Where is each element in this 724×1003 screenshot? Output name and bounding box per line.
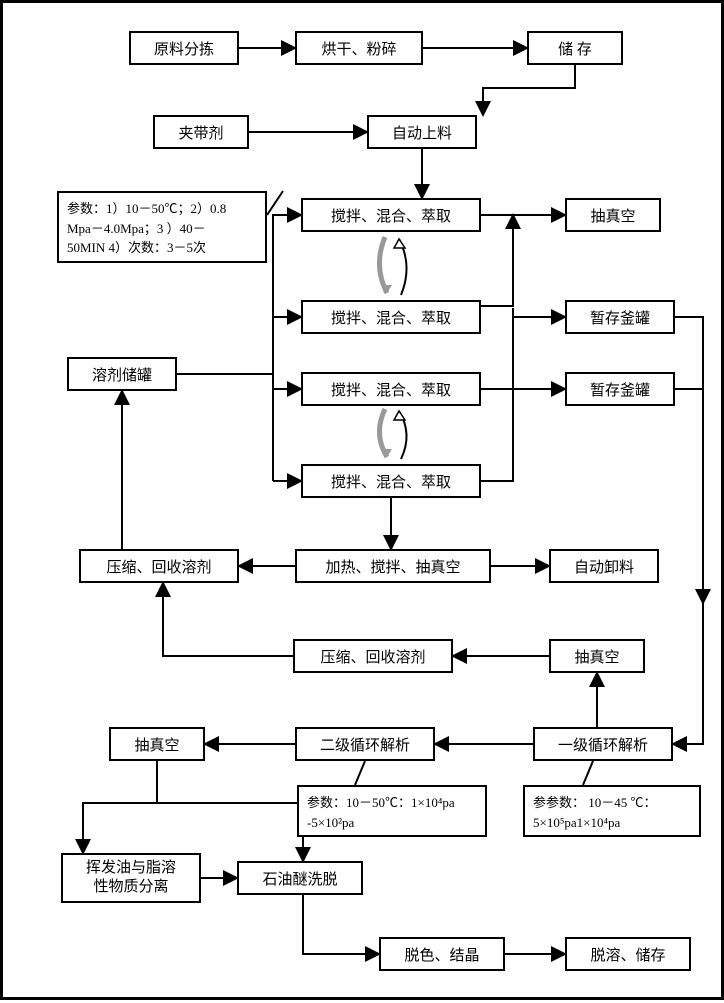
- arrow-31: [83, 761, 157, 853]
- node-solvtank: 溶剂储罐: [67, 357, 177, 391]
- note-params1: 参数：1）10－50℃；2）0.8Mpa－4.0Mpa；3 ）40－50MIN …: [57, 191, 267, 263]
- node-heat: 加热、搅拌、抽真空: [295, 549, 491, 583]
- node-compress1: 压缩、回收溶剂: [79, 549, 239, 583]
- node-cycle2: 二级循环解析: [295, 727, 435, 761]
- node-autoload: 自动上料: [367, 115, 477, 149]
- node-compress2: 压缩、回收溶剂: [293, 639, 453, 673]
- arrow-10: [481, 389, 513, 481]
- node-tank1: 暂存釜罐: [565, 300, 675, 334]
- node-vacuum1: 抽真空: [565, 198, 661, 232]
- node-sep: 挥发油与脂溶 性物质分离: [61, 853, 201, 903]
- node-vacuum3: 抽真空: [109, 727, 205, 761]
- node-unload: 自动卸料: [549, 549, 659, 583]
- node-dry: 烘干、粉碎: [295, 31, 423, 65]
- node-tank2: 暂存釜罐: [565, 372, 675, 406]
- node-mix3: 搅拌、混合、萃取: [301, 372, 481, 406]
- node-final: 脱溶、储存: [565, 937, 691, 971]
- node-mix4: 搅拌、混合、萃取: [301, 464, 481, 498]
- node-vacuum2: 抽真空: [549, 639, 645, 673]
- arrow-11: [675, 317, 703, 603]
- arrow-30: [267, 191, 283, 215]
- node-sort: 原料分拣: [129, 31, 239, 65]
- note-params2: 参数：10－50℃：1×10⁴pa-5×10²pa: [297, 785, 487, 837]
- note-params3: 参参数： 10－45 ℃：5×10⁵pa1×10⁴pa: [523, 785, 701, 837]
- node-pe_wash: 石油醚洗脱: [237, 861, 363, 895]
- recycle-curve-0: [365, 235, 425, 301]
- recycle-curve-1: [365, 407, 425, 465]
- arrow-8: [481, 308, 513, 389]
- node-mix2: 搅拌、混合、萃取: [301, 300, 481, 334]
- node-mix1: 搅拌、混合、萃取: [301, 198, 481, 232]
- node-cycle1: 一级循环解析: [533, 727, 673, 761]
- arrow-6: [481, 215, 513, 306]
- arrow-2: [483, 65, 575, 115]
- arrow-22: [163, 583, 293, 656]
- node-store: 储 存: [527, 31, 623, 65]
- node-decolor: 脱色、结晶: [379, 937, 505, 971]
- arrow-29: [583, 761, 593, 785]
- arrow-34: [303, 895, 379, 954]
- arrow-25: [673, 603, 703, 744]
- arrow-28: [355, 761, 365, 785]
- node-entrainer: 夹带剂: [153, 115, 249, 149]
